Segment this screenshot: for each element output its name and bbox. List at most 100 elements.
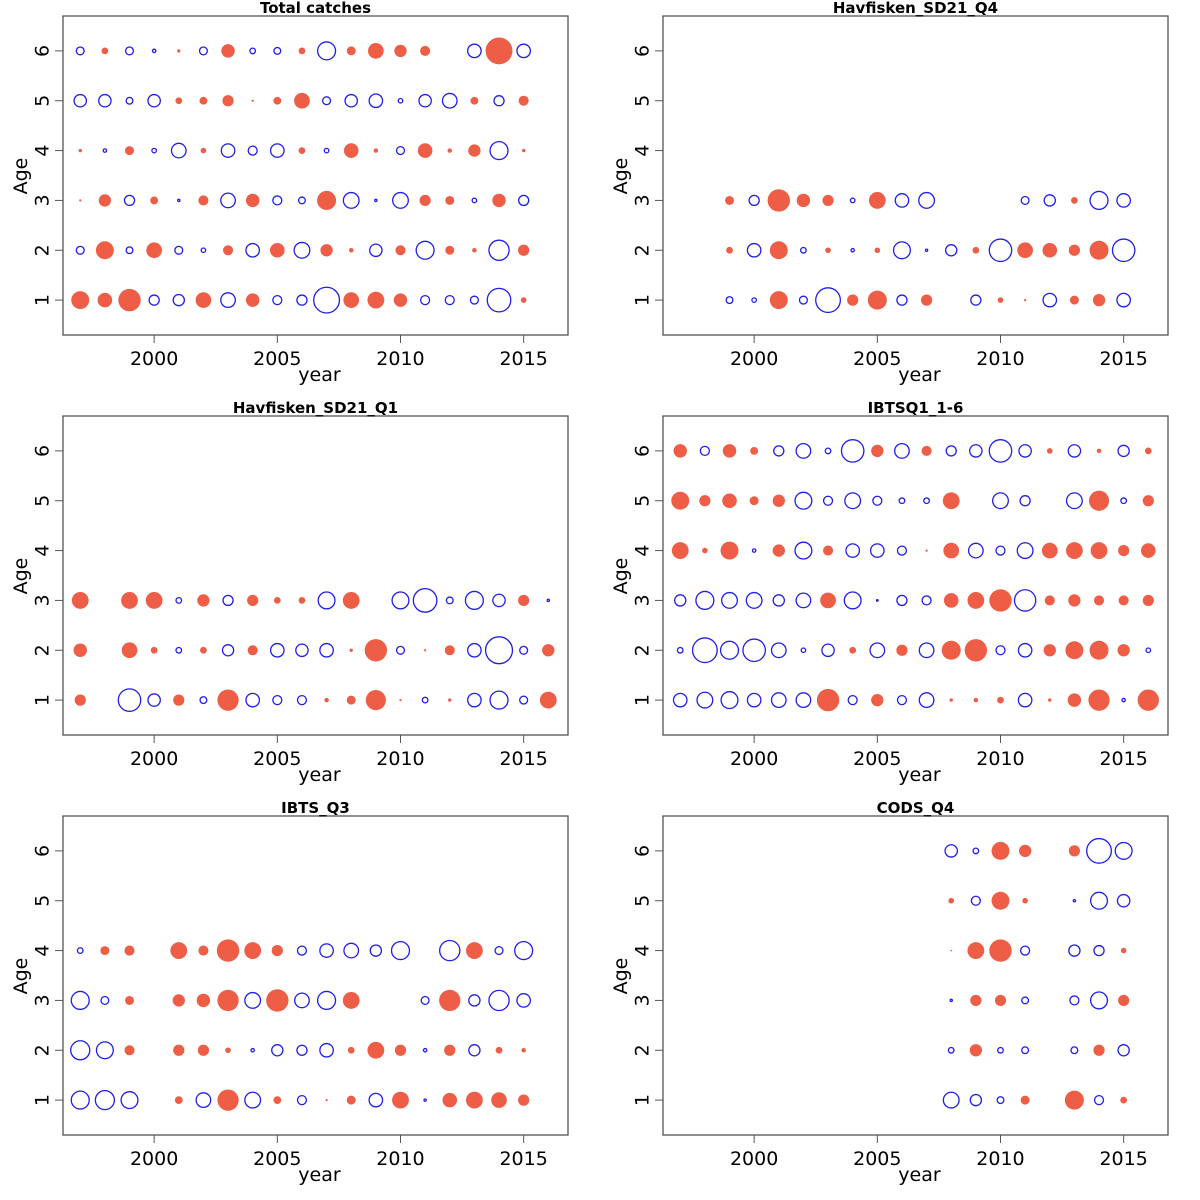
positive-residual-bubble bbox=[1018, 444, 1032, 458]
y-tick-label: 4 bbox=[632, 145, 654, 157]
positive-residual-bubble bbox=[995, 645, 1006, 656]
x-tick-label: 2015 bbox=[499, 748, 547, 770]
negative-residual-bubble bbox=[424, 649, 427, 652]
negative-residual-bubble bbox=[485, 37, 513, 65]
positive-residual-bubble bbox=[770, 642, 787, 659]
positive-residual-bubble bbox=[725, 296, 734, 305]
x-axis-label: year bbox=[898, 1164, 941, 1186]
negative-residual-bubble bbox=[1141, 543, 1156, 558]
x-tick-label: 2015 bbox=[1099, 348, 1147, 370]
negative-residual-bubble bbox=[394, 1044, 407, 1056]
positive-residual-bubble bbox=[369, 243, 383, 258]
positive-residual-bubble bbox=[319, 1042, 334, 1058]
positive-residual-bubble bbox=[147, 93, 161, 108]
positive-residual-bubble bbox=[198, 46, 208, 56]
positive-residual-bubble bbox=[200, 247, 207, 254]
plot-frame bbox=[662, 15, 1169, 336]
negative-residual-bubble bbox=[822, 194, 834, 207]
x-tick-label: 2015 bbox=[499, 348, 547, 370]
x-tick-label: 2000 bbox=[730, 1148, 778, 1170]
negative-residual-bubble bbox=[124, 945, 135, 956]
positive-residual-bubble bbox=[751, 548, 757, 553]
positive-residual-bubble bbox=[995, 545, 1006, 556]
positive-residual-bubble bbox=[921, 595, 932, 606]
positive-residual-bubble bbox=[395, 645, 406, 655]
negative-residual-bubble bbox=[1093, 1044, 1105, 1056]
positive-residual-bubble bbox=[296, 294, 308, 306]
positive-residual-bubble bbox=[250, 1047, 256, 1053]
negative-residual-bubble bbox=[492, 193, 506, 208]
positive-residual-bubble bbox=[822, 495, 834, 506]
negative-residual-bubble bbox=[1017, 242, 1033, 259]
negative-residual-bubble bbox=[177, 49, 181, 53]
negative-residual-bubble bbox=[125, 146, 134, 156]
negative-residual-bubble bbox=[170, 942, 188, 959]
y-axis-label: Age bbox=[10, 558, 32, 595]
negative-residual-bubble bbox=[1043, 644, 1056, 657]
negative-residual-bubble bbox=[973, 697, 979, 703]
positive-residual-bubble bbox=[1089, 190, 1109, 211]
y-tick-label: 5 bbox=[32, 895, 54, 907]
x-tick-label: 2010 bbox=[976, 348, 1024, 370]
negative-residual-bubble bbox=[1065, 542, 1083, 559]
y-tick-label: 5 bbox=[632, 495, 654, 507]
positive-residual-bubble bbox=[673, 594, 687, 607]
negative-residual-bubble bbox=[1117, 644, 1130, 657]
positive-residual-bubble bbox=[1017, 692, 1033, 708]
positive-residual-bubble bbox=[918, 692, 935, 709]
negative-residual-bubble bbox=[1071, 197, 1078, 204]
y-tick-label: 5 bbox=[32, 95, 54, 107]
positive-residual-bubble bbox=[273, 46, 282, 55]
positive-residual-bubble bbox=[795, 442, 812, 459]
negative-residual-bubble bbox=[921, 445, 932, 456]
negative-residual-bubble bbox=[816, 688, 840, 712]
positive-residual-bubble bbox=[969, 444, 983, 458]
positive-residual-bubble bbox=[1121, 697, 1126, 703]
negative-residual-bubble bbox=[419, 194, 431, 207]
negative-residual-bubble bbox=[420, 45, 431, 56]
negative-residual-bubble bbox=[942, 492, 960, 510]
positive-residual-bubble bbox=[923, 497, 931, 505]
x-axis-label: year bbox=[298, 364, 341, 386]
negative-residual-bubble bbox=[1142, 495, 1154, 507]
positive-residual-bubble bbox=[441, 92, 458, 109]
positive-residual-bubble bbox=[970, 895, 981, 906]
positive-residual-bubble bbox=[439, 939, 461, 962]
positive-residual-bubble bbox=[98, 93, 112, 108]
negative-residual-bubble bbox=[150, 196, 159, 205]
negative-residual-bubble bbox=[1068, 244, 1080, 256]
negative-residual-bubble bbox=[1089, 640, 1109, 660]
plot-frame bbox=[62, 15, 569, 336]
negative-residual-bubble bbox=[950, 949, 953, 952]
positive-residual-bubble bbox=[949, 998, 953, 1003]
positive-residual-bubble bbox=[374, 198, 378, 203]
positive-residual-bubble bbox=[773, 445, 785, 457]
negative-residual-bubble bbox=[943, 593, 959, 608]
negative-residual-bubble bbox=[442, 1092, 458, 1108]
positive-residual-bubble bbox=[244, 991, 262, 1009]
negative-residual-bubble bbox=[1022, 897, 1028, 904]
positive-residual-bubble bbox=[795, 592, 812, 609]
positive-residual-bubble bbox=[815, 287, 842, 314]
negative-residual-bubble bbox=[150, 646, 158, 654]
x-tick-label: 2005 bbox=[253, 748, 301, 770]
negative-residual-bubble bbox=[673, 444, 687, 458]
negative-residual-bubble bbox=[298, 47, 306, 55]
panel-title: Havfisken_SD21_Q1 bbox=[233, 399, 398, 417]
positive-residual-bubble bbox=[1016, 542, 1034, 560]
x-tick-label: 2000 bbox=[730, 748, 778, 770]
negative-residual-bubble bbox=[270, 242, 285, 258]
y-tick-label: 4 bbox=[632, 545, 654, 557]
negative-residual-bubble bbox=[1048, 698, 1052, 702]
x-tick-label: 2005 bbox=[253, 1148, 301, 1170]
positive-residual-bubble bbox=[293, 241, 311, 259]
negative-residual-bubble bbox=[198, 195, 209, 206]
positive-residual-bubble bbox=[469, 295, 479, 305]
negative-residual-bubble bbox=[920, 294, 933, 306]
negative-residual-bubble bbox=[520, 297, 527, 303]
negative-residual-bubble bbox=[320, 244, 333, 257]
negative-residual-bubble bbox=[173, 694, 185, 706]
negative-residual-bubble bbox=[750, 446, 759, 455]
negative-residual-bubble bbox=[989, 939, 1012, 962]
